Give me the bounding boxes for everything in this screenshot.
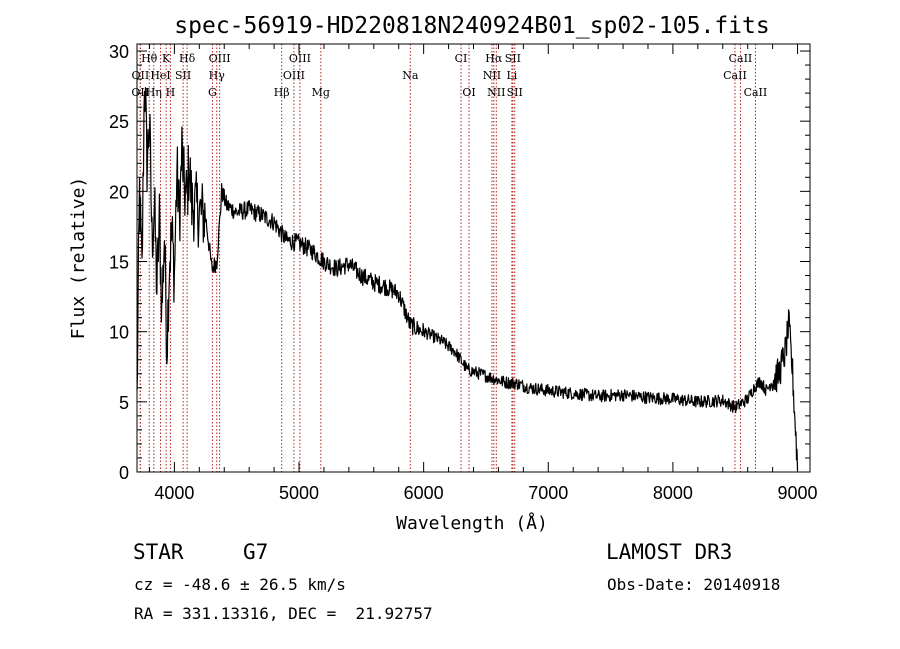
spectrum-line <box>136 87 799 471</box>
x-tick-label: 4000 <box>154 483 194 503</box>
line-marker-label: OIII <box>283 69 305 82</box>
y-tick-label: 25 <box>109 112 129 132</box>
line-marker-label: Mg <box>312 86 330 99</box>
y-tick-label: 20 <box>109 182 129 202</box>
survey-name: LAMOST DR3 <box>606 540 733 564</box>
line-marker-label: NII <box>483 69 501 82</box>
subclass: G7 <box>243 540 269 564</box>
y-tick-label: 5 <box>119 393 129 413</box>
line-marker-label: Hδ <box>179 52 196 65</box>
line-marker-label: CaII <box>729 52 753 65</box>
line-marker-label: CaII <box>723 69 747 82</box>
x-axis: 4000 5000 6000 7000 8000 9000 <box>148 44 818 503</box>
y-axis-label: Flux (relative) <box>68 177 89 340</box>
line-marker-label: H <box>166 86 176 99</box>
line-marker-label: Na <box>402 69 419 82</box>
y-axis: 0 5 10 15 20 25 30 <box>109 42 810 483</box>
line-marker-label: Hθ <box>141 52 158 65</box>
line-marker-label: SII <box>175 69 191 82</box>
line-marker-label: G <box>208 86 217 99</box>
line-marker-label: OIII <box>209 52 231 65</box>
coordinates: RA = 331.13316, DEC = 21.92757 <box>134 604 433 623</box>
obs-date: Obs-Date: 20140918 <box>607 575 781 594</box>
x-axis-label: Wavelength (Å) <box>396 512 548 534</box>
line-marker-label: Hβ <box>274 86 290 99</box>
line-marker-label: Li <box>506 69 517 82</box>
object-class: STAR <box>133 540 184 564</box>
line-marker-label: Hη <box>146 86 162 99</box>
plot-frame <box>136 43 811 473</box>
y-tick-label: 0 <box>119 463 129 483</box>
chart-title: spec-56919-HD220818N240924B01_sp02-105.f… <box>174 13 769 39</box>
line-marker-label: OII <box>132 69 150 82</box>
x-tick-label: 5000 <box>279 483 319 503</box>
x-tick-label: 7000 <box>528 483 568 503</box>
x-tick-label: 6000 <box>404 483 444 503</box>
line-marker-label: NII <box>487 86 505 99</box>
line-marker-label: CaII <box>744 86 768 99</box>
line-marker-label: Hγ <box>209 69 226 82</box>
x-tick-label: 8000 <box>653 483 693 503</box>
line-marker-label: K <box>162 52 171 65</box>
y-tick-label: 10 <box>109 323 129 343</box>
line-marker-label: SII <box>505 52 521 65</box>
line-markers <box>139 44 756 472</box>
line-marker-label: HeI <box>150 69 170 82</box>
redshift-value: cz = -48.6 ± 26.5 km/s <box>134 575 346 594</box>
y-tick-label: 15 <box>109 253 129 273</box>
line-marker-label: Hα <box>485 52 503 65</box>
line-marker-label: SII <box>507 86 523 99</box>
line-marker-label: CI <box>455 52 468 65</box>
line-marker-label: OIII <box>289 52 311 65</box>
x-tick-label: 9000 <box>778 483 818 503</box>
y-tick-label: 30 <box>109 42 129 62</box>
line-marker-label: OI <box>462 86 475 99</box>
